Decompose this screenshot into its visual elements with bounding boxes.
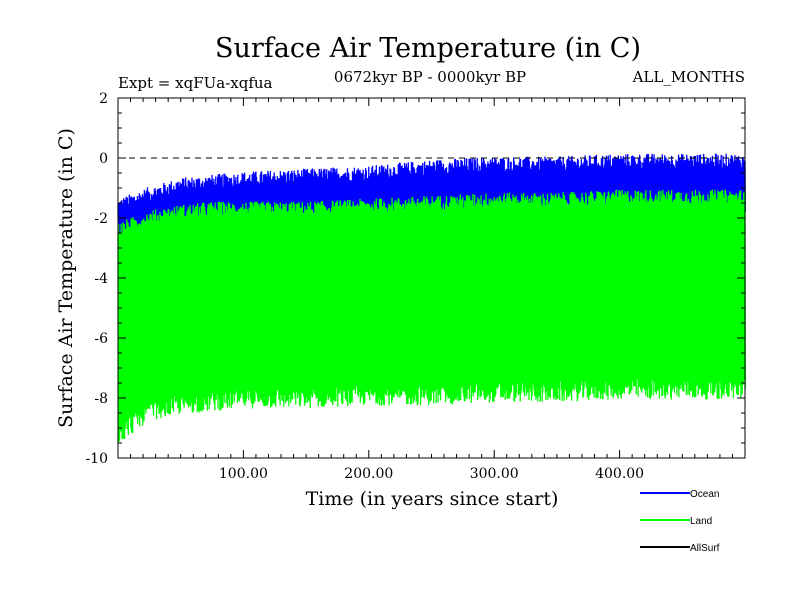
y-tick-label: 2 — [99, 91, 108, 107]
series-land — [117, 189, 746, 443]
y-tick-label: -6 — [94, 331, 108, 347]
y-axis-label: Surface Air Temperature (in C) — [55, 128, 77, 428]
chart-title: Surface Air Temperature (in C) — [215, 33, 641, 64]
x-axis-label: Time (in years since start) — [306, 488, 559, 510]
y-tick-label: -8 — [94, 391, 108, 407]
legend-label-allsurf: AllSurf — [690, 543, 720, 554]
series-line-land — [117, 189, 746, 443]
legend: Ocean Land AllSurf — [640, 489, 720, 554]
series-layer — [117, 153, 746, 443]
y-tick-label: 0 — [99, 151, 108, 167]
axis-layer: -10 -8 -6 -4 -2 0 2 100.00 200.00 300.00 400.00 — [85, 91, 745, 482]
x-tick-label: 200.00 — [344, 466, 393, 482]
months-label: ALL_MONTHS — [632, 68, 745, 86]
x-tick-label: 400.00 — [595, 466, 644, 482]
experiment-label: Expt = xqFUa-xqfua — [118, 74, 273, 92]
y-tick-label: -2 — [94, 211, 108, 227]
series-line-ocean — [117, 153, 746, 248]
y-tick-label: -4 — [94, 271, 108, 287]
x-tick-label: 300.00 — [470, 466, 519, 482]
x-tick-label: 100.00 — [219, 466, 268, 482]
y-tick-label: -10 — [85, 451, 108, 467]
series-ocean — [117, 153, 746, 248]
chart-subtitle: 0672kyr BP - 0000kyr BP — [334, 68, 526, 86]
legend-label-ocean: Ocean — [690, 489, 719, 500]
legend-label-land: Land — [690, 516, 712, 527]
